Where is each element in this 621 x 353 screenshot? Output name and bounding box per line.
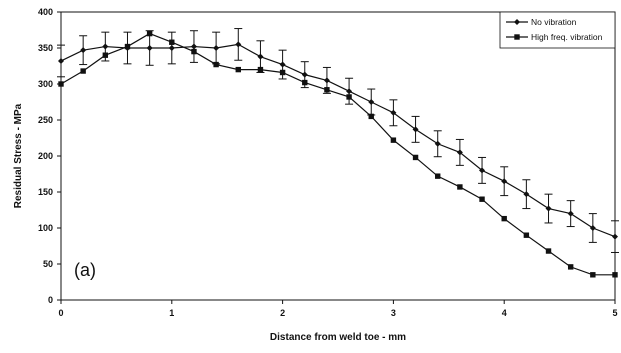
data-point bbox=[146, 45, 153, 51]
data-point bbox=[368, 99, 375, 105]
x-tick-label: 3 bbox=[391, 308, 396, 318]
data-point bbox=[589, 225, 596, 231]
series-layer bbox=[57, 28, 619, 278]
x-tick-label: 1 bbox=[169, 308, 174, 318]
data-point bbox=[124, 43, 131, 50]
data-point bbox=[523, 191, 530, 198]
x-tick-label: 0 bbox=[58, 308, 63, 318]
data-point bbox=[58, 57, 64, 64]
data-point bbox=[612, 272, 618, 278]
data-point bbox=[279, 61, 286, 68]
data-point bbox=[567, 210, 574, 217]
data-point bbox=[346, 94, 352, 100]
y-tick-label: 400 bbox=[38, 7, 53, 17]
data-point bbox=[213, 45, 220, 51]
y-tick-label: 250 bbox=[38, 115, 53, 125]
y-tick-label: 100 bbox=[38, 223, 53, 233]
data-point bbox=[456, 149, 463, 156]
data-point bbox=[102, 52, 109, 58]
data-point bbox=[612, 233, 618, 240]
x-tick-label: 5 bbox=[612, 308, 617, 318]
y-tick-label: 200 bbox=[38, 151, 53, 161]
legend: No vibration High freq. vibration bbox=[499, 11, 616, 49]
data-point bbox=[302, 79, 308, 86]
data-point bbox=[412, 154, 419, 161]
series-high-freq-vibration bbox=[58, 30, 618, 278]
legend-box bbox=[499, 11, 616, 49]
data-point bbox=[58, 81, 64, 87]
legend-marker bbox=[514, 34, 520, 40]
series-no-vibration bbox=[57, 28, 619, 253]
data-point bbox=[434, 140, 441, 147]
data-point bbox=[390, 109, 397, 116]
y-tick-label: 300 bbox=[38, 79, 53, 89]
panel-label: (a) bbox=[74, 260, 96, 280]
data-point bbox=[146, 30, 153, 37]
y-axis-label: Residual Stress - MPa bbox=[13, 103, 24, 208]
data-point bbox=[168, 45, 175, 51]
data-point bbox=[412, 126, 419, 133]
data-point bbox=[590, 272, 596, 278]
data-point bbox=[190, 43, 197, 50]
x-tick-label: 4 bbox=[502, 308, 507, 318]
data-point bbox=[545, 248, 552, 254]
x-axis-label: Distance from weld toe - mm bbox=[270, 332, 406, 343]
data-point bbox=[102, 43, 109, 50]
plot-frame bbox=[60, 11, 616, 301]
y-tick-label: 350 bbox=[38, 43, 53, 53]
data-point bbox=[191, 48, 197, 55]
y-tick-label: 50 bbox=[43, 259, 53, 269]
data-point bbox=[501, 178, 508, 185]
y-tick-label: 150 bbox=[38, 187, 53, 197]
data-point bbox=[80, 68, 86, 74]
data-point bbox=[257, 53, 264, 60]
data-point bbox=[257, 66, 264, 73]
data-point bbox=[545, 205, 552, 212]
series-line bbox=[60, 32, 615, 276]
data-point bbox=[279, 69, 286, 76]
data-point bbox=[435, 173, 441, 179]
data-point bbox=[346, 88, 353, 95]
data-point bbox=[523, 232, 530, 238]
data-point bbox=[479, 196, 485, 202]
series-line bbox=[60, 43, 616, 238]
data-point bbox=[324, 87, 330, 93]
data-point bbox=[457, 184, 463, 190]
y-tick-label: 0 bbox=[48, 295, 53, 305]
data-point bbox=[501, 215, 507, 222]
legend-marker bbox=[514, 19, 520, 25]
data-point bbox=[390, 137, 397, 143]
data-point bbox=[368, 113, 374, 120]
data-point bbox=[235, 41, 242, 48]
legend-label: High freq. vibration bbox=[531, 32, 603, 42]
axes bbox=[57, 11, 616, 304]
data-point bbox=[80, 47, 87, 54]
x-tick-label: 2 bbox=[280, 308, 285, 318]
data-point bbox=[479, 167, 486, 174]
data-point bbox=[301, 71, 308, 78]
legend-label: No vibration bbox=[531, 17, 577, 27]
data-point bbox=[323, 77, 330, 84]
data-point bbox=[169, 39, 175, 45]
data-point bbox=[213, 61, 219, 68]
data-point bbox=[235, 66, 241, 73]
data-point bbox=[567, 264, 574, 270]
